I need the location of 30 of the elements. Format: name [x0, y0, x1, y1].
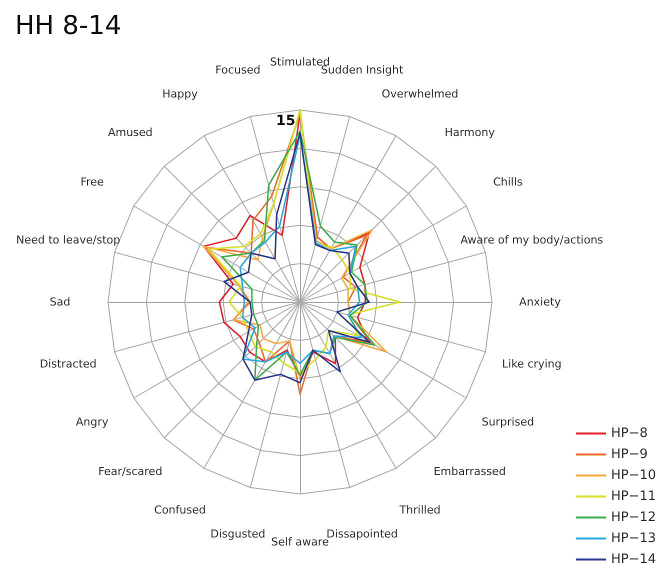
spoke-label: Angry	[76, 416, 109, 428]
spoke-label: Disgusted	[210, 527, 266, 540]
spoke-label: Fear/scared	[98, 465, 162, 478]
legend-label: HP−11	[610, 489, 656, 504]
legend-label: HP−14	[610, 552, 656, 567]
legend-label: HP−8	[610, 426, 648, 441]
spoke-label: Like crying	[502, 358, 562, 371]
legend-label: HP−9	[610, 447, 648, 462]
spoke-label: Confused	[154, 503, 206, 516]
spoke-label: Harmony	[444, 126, 496, 139]
spoke-label: Sad	[50, 296, 70, 308]
spoke-label: Free	[80, 176, 104, 188]
spoke-label: Need to leave/stop	[16, 233, 120, 246]
spoke-label: Anxiety	[519, 296, 562, 308]
spoke-label: Focused	[215, 64, 260, 77]
text: 15	[276, 113, 296, 129]
spoke-label: Embarrassed	[434, 465, 506, 478]
spoke-label: Distracted	[40, 358, 97, 371]
spoke-label: Aware of my body/actions	[460, 233, 604, 246]
spoke-label: Amused	[108, 126, 153, 139]
legend-label: HP−13	[610, 531, 656, 546]
spoke-label: Happy	[162, 88, 198, 101]
spoke-label: Dissapointed	[326, 527, 398, 540]
spoke-label: Surprised	[482, 416, 534, 428]
legend-label: HP−12	[610, 510, 656, 525]
spoke-label: Overwhelmed	[382, 88, 458, 101]
spoke-label: Thrilled	[398, 503, 441, 516]
spoke-label: Chills	[493, 176, 523, 188]
chart-title: HH 8-14	[15, 11, 122, 41]
legend-label: HP−10	[610, 468, 656, 483]
